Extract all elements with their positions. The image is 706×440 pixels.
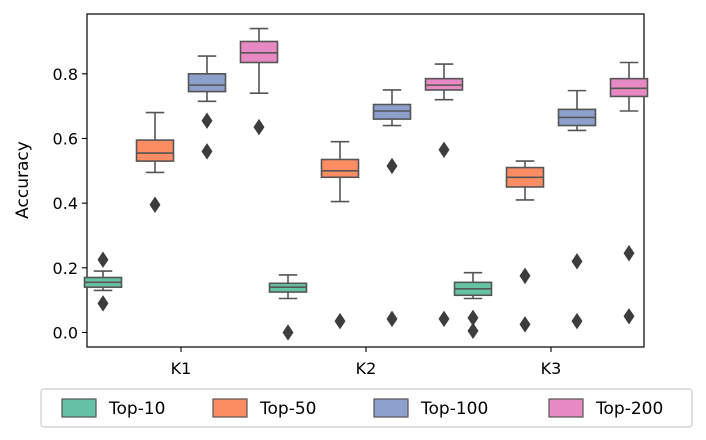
y-tick-label: 0.4 bbox=[53, 194, 78, 213]
iqr-box bbox=[372, 103, 412, 120]
outlier-point bbox=[282, 324, 294, 341]
outlier-point bbox=[571, 312, 583, 330]
y-axis: 0.0 0.2 0.4 0.6 0.8 bbox=[53, 65, 87, 342]
outlier-point bbox=[438, 141, 450, 159]
iqr-box bbox=[609, 77, 649, 98]
y-tick-label: 0.0 bbox=[53, 323, 78, 342]
outlier-point bbox=[97, 295, 109, 312]
legend-label: Top-200 bbox=[595, 399, 663, 419]
y-axis-label: Accuracy bbox=[13, 141, 33, 219]
iqr-box bbox=[187, 73, 227, 93]
plot-area: 0.0 0.2 0.4 0.6 0.8 K1 K2 K3 bbox=[53, 13, 649, 378]
box-top-50-k3 bbox=[505, 160, 545, 333]
outlier-point bbox=[438, 310, 450, 328]
iqr-box bbox=[135, 139, 175, 162]
legend-frame bbox=[40, 388, 693, 428]
box-top-10-k3 bbox=[453, 271, 493, 340]
plot-frame bbox=[86, 13, 645, 348]
y-tick-label: 0.6 bbox=[53, 129, 78, 148]
legend: Top-10 Top-50 Top-100 Top-200 bbox=[40, 388, 693, 428]
box-top-200-k3 bbox=[609, 61, 649, 325]
boxes-layer bbox=[83, 27, 649, 341]
iqr-box bbox=[239, 40, 279, 64]
box-top-200-k1 bbox=[239, 27, 279, 136]
outlier-point bbox=[253, 118, 265, 136]
outlier-point bbox=[519, 267, 531, 285]
x-tick-label: K1 bbox=[171, 359, 192, 378]
legend-swatch-top-100 bbox=[373, 398, 409, 418]
outlier-point bbox=[97, 251, 109, 268]
outlier-point bbox=[467, 322, 479, 340]
x-axis: K1 K2 K3 bbox=[171, 347, 562, 378]
outlier-point bbox=[334, 312, 346, 330]
outlier-point bbox=[386, 310, 398, 328]
outlier-point bbox=[201, 143, 213, 160]
box-top-100-k2 bbox=[372, 89, 412, 328]
outlier-point bbox=[519, 316, 531, 333]
iqr-box bbox=[424, 77, 464, 91]
y-tick-label: 0.2 bbox=[53, 259, 78, 278]
outlier-point bbox=[201, 112, 213, 129]
box-top-200-k2 bbox=[424, 63, 464, 328]
outlier-point bbox=[386, 157, 398, 175]
legend-label: Top-100 bbox=[420, 399, 488, 419]
y-tick-label: 0.8 bbox=[53, 65, 78, 84]
x-tick-label: K2 bbox=[356, 359, 377, 378]
outlier-point bbox=[149, 196, 161, 213]
outlier-point bbox=[623, 308, 635, 325]
legend-swatch-top-10 bbox=[61, 398, 97, 418]
box-top-100-k3 bbox=[557, 89, 597, 330]
box-top-100-k1 bbox=[187, 55, 227, 160]
box-top-10-k1 bbox=[83, 251, 123, 312]
legend-swatch-top-50 bbox=[212, 398, 248, 418]
outlier-point bbox=[571, 253, 583, 270]
legend-label: Top-10 bbox=[108, 399, 165, 419]
legend-label: Top-50 bbox=[259, 399, 316, 419]
box-top-10-k2 bbox=[268, 274, 308, 341]
outlier-point bbox=[623, 245, 635, 262]
box-top-50-k2 bbox=[320, 140, 360, 330]
iqr-box bbox=[320, 158, 360, 179]
legend-swatch-top-200 bbox=[548, 398, 584, 418]
x-tick-label: K3 bbox=[541, 359, 562, 378]
box-top-50-k1 bbox=[135, 111, 175, 213]
